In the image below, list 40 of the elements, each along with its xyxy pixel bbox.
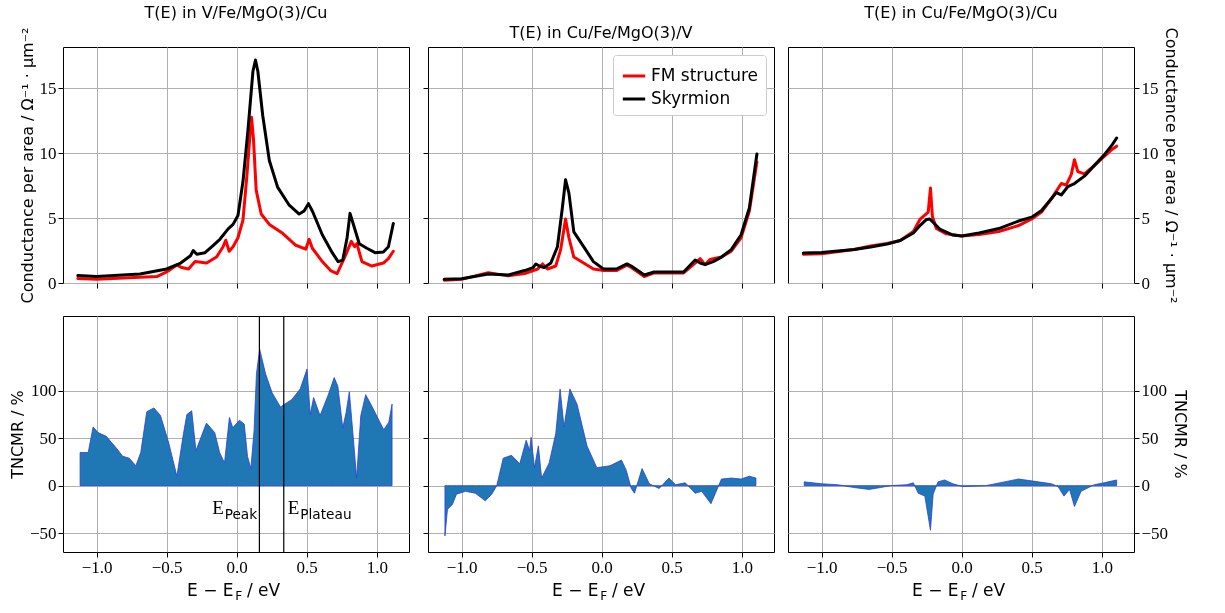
chart-title: T(E) in V/Fe/MgO(3)/Cu (143, 2, 328, 22)
x-tick-label: 0.0 (226, 557, 248, 577)
y2-tick-label: 0 (1141, 476, 1150, 496)
y-tick-label: 0 (48, 476, 57, 496)
x-tick-label: 1.0 (366, 557, 388, 577)
y2-tick-label: 15 (1141, 78, 1159, 98)
x-tick-label: 0.0 (951, 557, 973, 577)
y2-axis-title: Conductance per area / Ω⁻¹ · μm⁻² (1161, 27, 1181, 304)
y2-tick-label: 100 (1141, 381, 1167, 401)
y-tick-label: −50 (29, 523, 57, 543)
x-tick-label: −0.5 (876, 557, 908, 577)
y-tick-label: 15 (39, 78, 57, 98)
x-tick-label: −0.5 (516, 557, 548, 577)
y-tick-label: 10 (39, 143, 57, 163)
x-tick-label: 1.0 (731, 557, 753, 577)
x-tick-label: 1.0 (1091, 557, 1113, 577)
x-tick-label: 0.5 (296, 557, 318, 577)
y-axis-title: TNCMR / % (7, 390, 27, 480)
y2-axis-title: TNCMR / % (1171, 389, 1191, 479)
legend-label: Skyrmion (651, 88, 731, 108)
chart-title: T(E) in Cu/Fe/MgO(3)/Cu (863, 2, 1058, 22)
x-tick-label: 0.0 (591, 557, 613, 577)
y-axis-title: Conductance per area / Ω⁻¹ · μm⁻² (17, 27, 37, 304)
y2-tick-label: −50 (1141, 523, 1169, 543)
y2-tick-label: 0 (1141, 273, 1150, 293)
x-tick-label: −1.0 (81, 557, 113, 577)
y-tick-label: 5 (48, 208, 57, 228)
y2-tick-label: 50 (1141, 428, 1159, 448)
y2-tick-label: 5 (1141, 208, 1150, 228)
y-tick-label: 0 (48, 273, 57, 293)
x-tick-label: 0.5 (661, 557, 683, 577)
y-tick-label: 100 (31, 381, 57, 401)
x-tick-label: −1.0 (806, 557, 838, 577)
x-tick-label: −1.0 (446, 557, 478, 577)
y-tick-label: 50 (39, 428, 57, 448)
legend-label: FM structure (651, 65, 758, 85)
x-tick-label: 0.5 (1021, 557, 1043, 577)
y2-tick-label: 10 (1141, 143, 1159, 163)
x-tick-label: −0.5 (151, 557, 183, 577)
chart-title: T(E) in Cu/Fe/MgO(3)/V (508, 23, 693, 42)
